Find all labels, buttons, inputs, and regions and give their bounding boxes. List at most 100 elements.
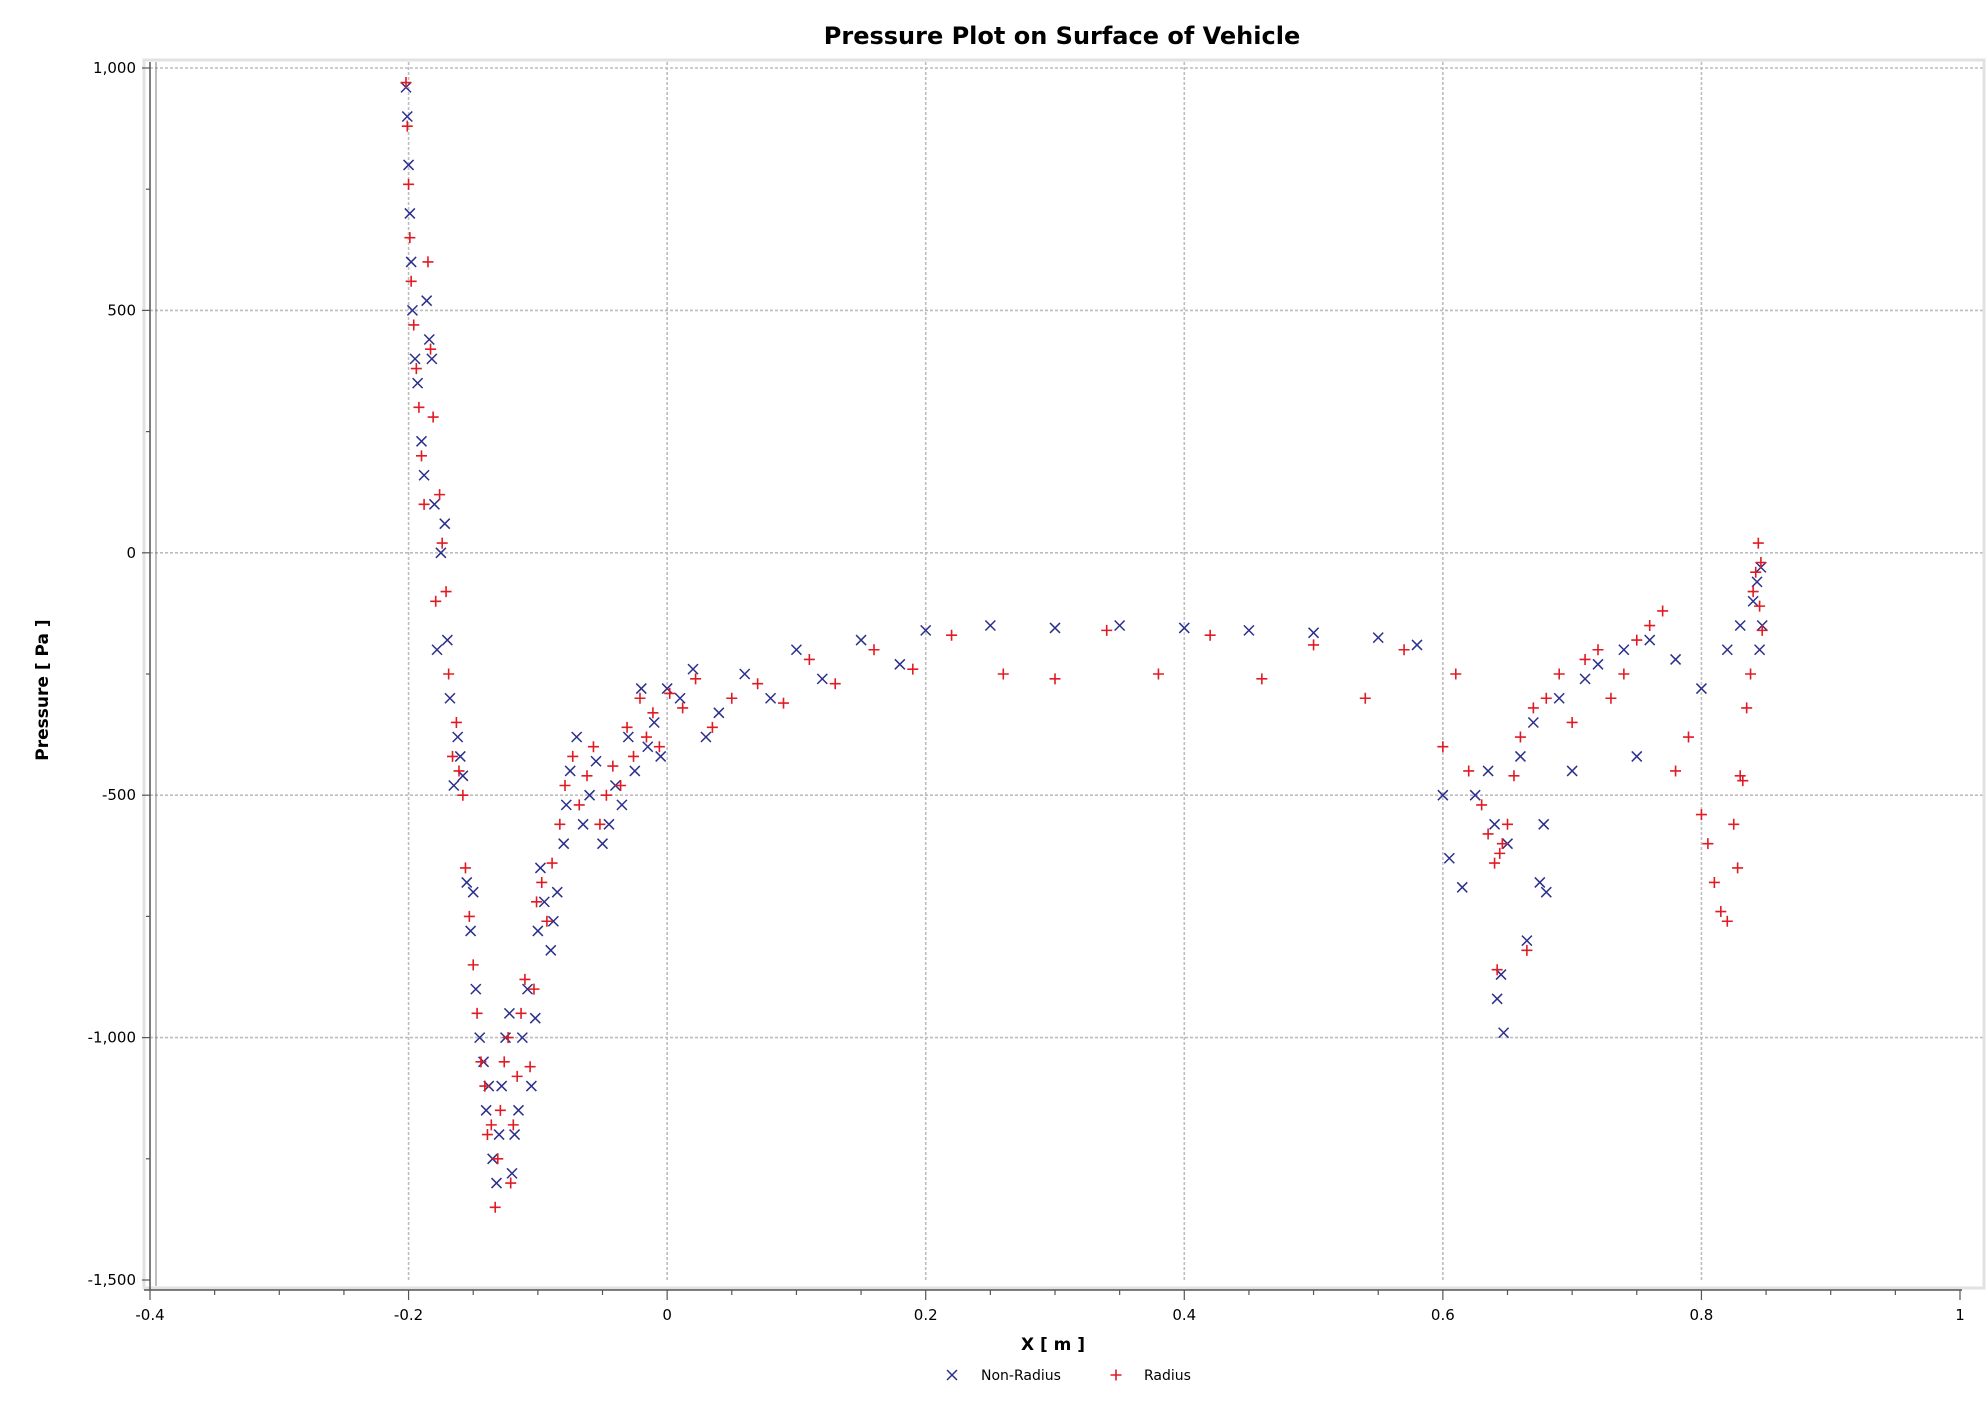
data-point-non-radius <box>525 1080 537 1092</box>
data-point-non-radius <box>1443 852 1455 864</box>
data-point-non-radius <box>406 304 418 316</box>
data-point-non-radius <box>1308 627 1320 639</box>
legend-x-marker <box>946 1369 958 1381</box>
data-point-radius <box>1737 775 1749 787</box>
data-point-non-radius <box>765 692 777 704</box>
data-point-radius <box>1702 838 1714 850</box>
data-point-radius <box>463 910 475 922</box>
data-point-non-radius <box>506 1167 518 1179</box>
data-point-non-radius <box>529 1012 541 1024</box>
data-point-radius <box>752 678 764 690</box>
data-point-non-radius <box>635 683 647 695</box>
data-point-radius <box>1708 876 1720 888</box>
data-point-non-radius <box>622 731 634 743</box>
x-axis-title: X [ m ] <box>1021 1335 1085 1355</box>
data-point-non-radius <box>435 547 447 559</box>
data-point-radius <box>492 1153 504 1165</box>
y-tick-label: 500 <box>107 301 136 319</box>
data-point-non-radius <box>739 668 751 680</box>
data-point-non-radius <box>409 353 421 365</box>
data-point-radius <box>634 692 646 704</box>
data-point-radius <box>498 1056 510 1068</box>
data-point-non-radius <box>545 944 557 956</box>
data-point-radius <box>450 716 462 728</box>
data-point-radius <box>401 120 413 132</box>
data-point-non-radius <box>431 644 443 656</box>
scatter-points <box>400 77 1768 1213</box>
y-tick-label: -1,500 <box>88 1271 136 1289</box>
data-point-non-radius <box>1498 1027 1510 1039</box>
data-point-radius <box>505 1177 517 1189</box>
data-point-radius <box>1566 716 1578 728</box>
data-point-non-radius <box>642 741 654 753</box>
data-point-radius <box>1670 765 1682 777</box>
data-point-non-radius <box>1178 622 1190 634</box>
data-point-radius <box>946 629 958 641</box>
data-point-radius <box>400 77 412 89</box>
data-point-radius <box>1482 828 1494 840</box>
data-point-non-radius <box>616 799 628 811</box>
data-point-radius <box>430 595 442 607</box>
data-point-non-radius <box>448 779 460 792</box>
data-point-radius <box>1734 770 1746 782</box>
data-point-radius <box>594 818 606 830</box>
data-point-radius <box>422 256 434 268</box>
data-point-radius <box>524 1061 536 1073</box>
data-point-non-radius <box>480 1104 492 1116</box>
data-point-radius <box>1521 944 1533 956</box>
data-point-non-radius <box>1751 576 1763 588</box>
data-point-radius <box>1514 731 1526 743</box>
data-point-non-radius <box>564 765 576 777</box>
data-point-radius <box>447 750 459 762</box>
chart-title: Pressure Plot on Surface of Vehicle <box>824 22 1300 50</box>
data-point-radius <box>1256 673 1268 685</box>
y-tick-label: 0 <box>126 544 136 562</box>
data-point-radius <box>475 1056 487 1068</box>
data-point-non-radius <box>444 692 456 704</box>
data-point-non-radius <box>534 862 546 874</box>
data-point-non-radius <box>415 435 428 447</box>
data-point-radius <box>436 537 448 549</box>
data-point-radius <box>1049 673 1061 685</box>
data-point-non-radius <box>467 886 479 898</box>
data-point-radius <box>1398 644 1410 656</box>
data-point-radius <box>1463 765 1475 777</box>
data-point-non-radius <box>920 624 932 636</box>
data-point-radius <box>587 741 599 753</box>
data-point-non-radius <box>1631 750 1643 762</box>
data-point-non-radius <box>1521 935 1533 947</box>
data-point-radius <box>573 799 585 811</box>
data-point-radius <box>546 857 558 869</box>
legend-marker-radius <box>1110 1369 1122 1381</box>
data-point-radius <box>868 644 880 656</box>
legend-plus-marker <box>1110 1369 1122 1381</box>
data-point-radius <box>997 668 1009 680</box>
data-point-radius <box>581 770 593 782</box>
data-point-radius <box>554 818 566 830</box>
data-point-non-radius <box>1489 818 1501 830</box>
data-point-non-radius <box>1670 653 1682 665</box>
data-point-radius <box>1721 915 1733 927</box>
x-tick-label: -0.4 <box>135 1306 164 1324</box>
data-point-non-radius <box>493 1129 505 1141</box>
data-point-radius <box>726 692 738 704</box>
data-point-radius <box>1715 906 1727 918</box>
data-point-radius <box>1496 838 1508 850</box>
data-point-non-radius <box>503 1007 515 1019</box>
data-point-non-radius <box>490 1177 503 1189</box>
data-point-non-radius <box>1734 619 1746 632</box>
data-point-non-radius <box>516 1032 528 1044</box>
data-point-radius <box>515 1007 527 1019</box>
data-point-radius <box>457 789 469 801</box>
data-point-radius <box>1631 634 1643 646</box>
data-point-radius <box>1644 620 1656 632</box>
data-point-radius <box>1101 624 1113 636</box>
data-point-radius <box>829 678 841 690</box>
data-point-radius <box>471 1007 483 1019</box>
data-point-radius <box>778 697 789 709</box>
data-point-non-radius <box>1721 644 1733 656</box>
data-point-non-radius <box>465 925 477 937</box>
data-point-non-radius <box>512 1104 524 1116</box>
data-point-radius <box>416 450 427 462</box>
data-point-non-radius <box>1411 639 1423 651</box>
